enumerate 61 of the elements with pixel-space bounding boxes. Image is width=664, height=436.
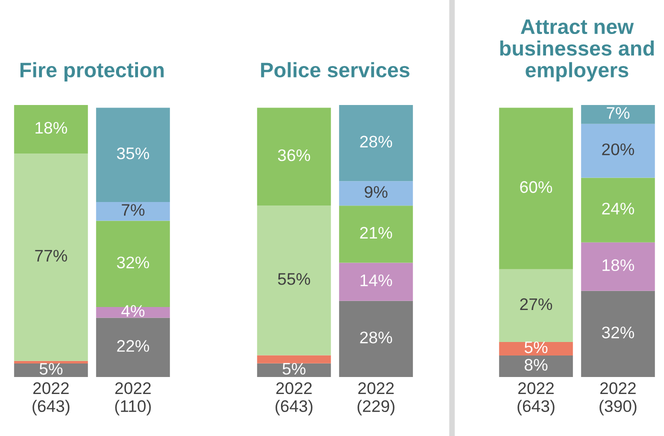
- data-label: 5%: [282, 362, 306, 375]
- bar: [339, 262, 413, 301]
- data-label: 32%: [116, 256, 150, 268]
- bar: [96, 108, 170, 202]
- bar: [339, 105, 413, 182]
- data-label: 36%: [278, 149, 310, 162]
- data-label: 77%: [35, 250, 68, 262]
- bar: [96, 202, 170, 221]
- data-label: 20%: [602, 143, 634, 156]
- chart-title: Police services: [261, 62, 410, 78]
- bar: [257, 108, 331, 206]
- bar: [339, 206, 413, 263]
- x-tick-label: 2022 (110): [115, 382, 151, 416]
- chart-title: Attract new businesses and employers: [500, 20, 654, 82]
- data-label: 32%: [602, 326, 634, 338]
- data-label: 55%: [278, 273, 310, 285]
- data-label: 35%: [116, 147, 150, 160]
- x-tick-label: 2022 (643): [276, 382, 312, 416]
- bar: [96, 306, 170, 318]
- bar: [14, 360, 88, 364]
- bar: [581, 178, 655, 242]
- x-tick-label: 2022 (643): [32, 382, 70, 416]
- data-label: 14%: [360, 274, 392, 286]
- data-label: 24%: [602, 202, 634, 214]
- data-label: 21%: [360, 226, 392, 239]
- data-label: 7%: [122, 204, 144, 216]
- bar: [96, 318, 170, 377]
- bar: [14, 105, 88, 154]
- data-label: 4%: [121, 305, 144, 317]
- x-tick-label: 2022 (390): [600, 382, 636, 416]
- bar: [257, 363, 331, 377]
- bar: [499, 355, 573, 377]
- bar: [581, 242, 655, 291]
- data-label: 28%: [360, 136, 392, 148]
- bar: [499, 269, 573, 342]
- x-tick-label: 2022 (229): [358, 382, 394, 416]
- data-label: 28%: [360, 332, 392, 344]
- bar: [339, 181, 413, 206]
- bar: [14, 153, 88, 361]
- bar: [14, 364, 88, 377]
- data-label: 9%: [364, 186, 388, 198]
- bar: [96, 220, 170, 307]
- chart-title: Fire protection: [20, 62, 164, 82]
- bar: [257, 355, 331, 364]
- data-label: 5%: [524, 341, 548, 354]
- data-label: 18%: [602, 259, 634, 272]
- bar: [499, 108, 573, 270]
- data-label: 27%: [520, 298, 552, 310]
- bar: [581, 105, 655, 124]
- data-label: 22%: [117, 340, 150, 352]
- bar: [339, 300, 413, 377]
- data-label: 5%: [40, 363, 62, 375]
- x-tick-label: 2022 (643): [518, 382, 554, 416]
- data-label: 18%: [36, 122, 68, 134]
- bar: [499, 342, 573, 356]
- bar: [257, 206, 331, 356]
- data-label: 60%: [520, 181, 552, 193]
- data-label: 7%: [606, 107, 630, 119]
- bar: [581, 124, 655, 178]
- bar: [581, 290, 655, 377]
- data-label: 8%: [524, 358, 548, 371]
